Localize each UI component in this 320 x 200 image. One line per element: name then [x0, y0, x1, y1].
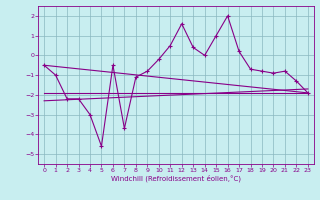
X-axis label: Windchill (Refroidissement éolien,°C): Windchill (Refroidissement éolien,°C) [111, 175, 241, 182]
